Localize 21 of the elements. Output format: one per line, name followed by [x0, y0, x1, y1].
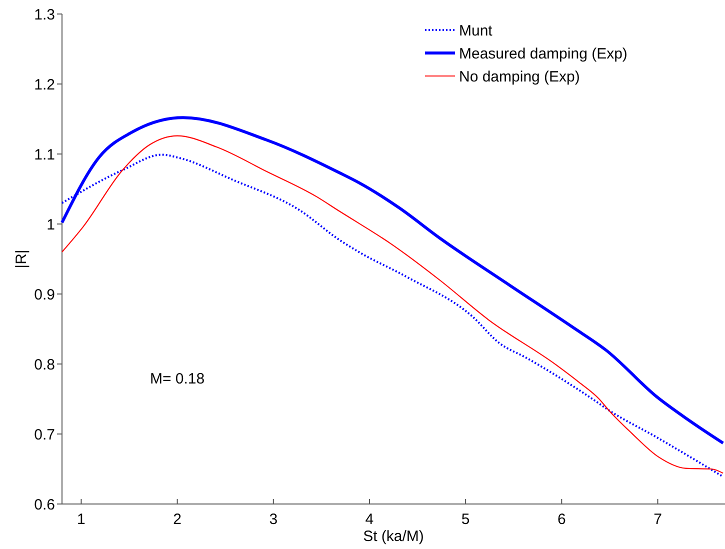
x-tick-label: 1	[77, 511, 86, 528]
legend-label: No damping (Exp)	[459, 68, 580, 86]
x-tick-label: 3	[269, 511, 278, 528]
x-tick-label: 6	[557, 511, 566, 528]
y-tick-label: 0.7	[34, 426, 55, 444]
y-tick-label: 0.9	[34, 286, 55, 304]
y-tick-label: 0.6	[34, 496, 55, 514]
x-tick-label: 2	[173, 511, 182, 528]
y-tick-label: 1.2	[34, 76, 55, 94]
x-tick-label: 4	[365, 511, 374, 528]
x-tick-label: 7	[654, 511, 662, 528]
x-axis-title: St (ka/M)	[363, 528, 424, 545]
y-tick-label: 1	[46, 216, 55, 234]
legend-label: Measured damping (Exp)	[459, 45, 628, 62]
y-tick-label: 0.8	[34, 356, 55, 374]
y-tick-label: 1.3	[34, 6, 55, 24]
y-axis-title: |R|	[13, 250, 30, 268]
annotation: M= 0.18	[150, 370, 205, 388]
legend-label: Munt	[459, 22, 494, 40]
x-tick-label: 5	[461, 511, 470, 528]
y-tick-label: 1.1	[34, 146, 55, 164]
